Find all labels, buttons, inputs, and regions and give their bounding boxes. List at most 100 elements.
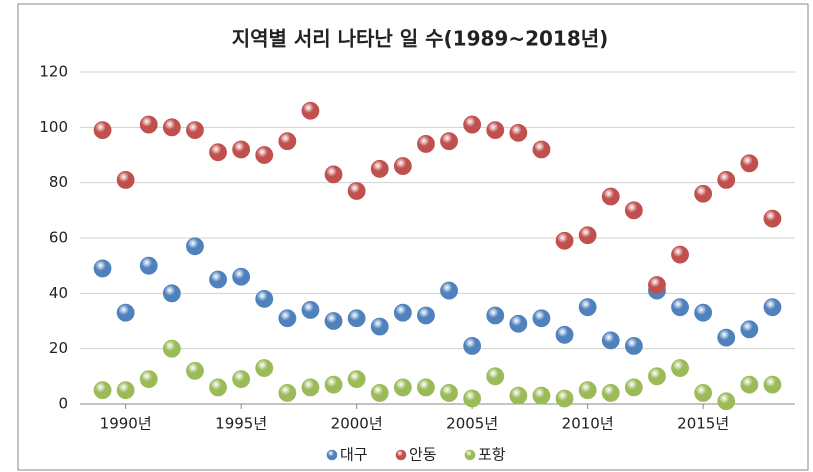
point (116, 381, 135, 400)
point (209, 143, 227, 162)
point (393, 378, 412, 397)
x-tick-label: 2005년 (446, 415, 498, 433)
x-tick-label: 2010년 (562, 415, 614, 433)
point (440, 132, 458, 151)
point (186, 121, 204, 140)
point (393, 157, 412, 175)
y-tick-label: 40 (49, 284, 68, 302)
legend-label: 대구 (340, 446, 368, 464)
point (555, 325, 574, 344)
x-tick-label: 2000년 (331, 415, 383, 433)
point (694, 303, 713, 322)
point (139, 256, 158, 275)
legend-marker (395, 449, 407, 461)
y-tick-label: 80 (49, 173, 68, 191)
point (347, 370, 366, 389)
point (578, 226, 597, 245)
point (278, 384, 297, 402)
point (555, 389, 574, 408)
point (93, 381, 112, 400)
point (162, 118, 181, 137)
point (694, 184, 713, 203)
point (370, 159, 389, 178)
point (763, 375, 782, 394)
y-tick-label: 60 (49, 229, 68, 247)
y-tick-label: 100 (39, 118, 68, 136)
point (578, 381, 597, 400)
point (671, 298, 689, 317)
point (93, 121, 112, 140)
point (486, 306, 505, 325)
point (671, 359, 689, 377)
point (624, 201, 643, 220)
point (624, 378, 643, 397)
point (417, 306, 435, 325)
point (393, 303, 412, 322)
point (601, 187, 620, 206)
point (717, 170, 736, 189)
point (301, 101, 320, 120)
point (671, 245, 689, 264)
point (255, 289, 274, 308)
point (232, 140, 251, 159)
point (509, 386, 528, 405)
point (232, 267, 251, 286)
point (116, 170, 135, 189)
point (278, 132, 297, 151)
point (601, 384, 620, 402)
point (301, 378, 320, 397)
point (301, 301, 320, 319)
point (139, 115, 158, 134)
point (694, 384, 713, 402)
x-tick-label: 1995년 (215, 415, 267, 433)
point (324, 312, 343, 330)
point (763, 209, 782, 228)
point (624, 336, 643, 355)
point (463, 389, 482, 408)
point (417, 135, 435, 153)
point (255, 359, 274, 377)
y-tick-label: 0 (58, 395, 68, 413)
point (763, 298, 782, 317)
point (509, 123, 528, 142)
legend-marker (326, 449, 338, 461)
chart-title: 지역별 서리 나타난 일 수(1989~2018년) (232, 27, 609, 51)
point (232, 370, 251, 389)
point (486, 121, 505, 140)
point (162, 339, 181, 358)
point (347, 182, 366, 200)
point (370, 317, 389, 336)
point (648, 367, 666, 386)
point (347, 309, 366, 328)
y-tick-label: 20 (49, 339, 68, 357)
point (116, 303, 135, 322)
point (209, 378, 227, 397)
point (717, 392, 736, 411)
point (532, 140, 551, 159)
point (463, 115, 482, 134)
point (509, 314, 528, 333)
chart-frame (17, 3, 809, 471)
point (324, 375, 343, 394)
point (255, 146, 274, 164)
point (578, 298, 597, 317)
point (440, 281, 458, 300)
x-tick-label: 1990년 (100, 415, 152, 433)
point (324, 165, 343, 184)
legend-label: 포항 (478, 446, 506, 464)
point (486, 367, 505, 386)
point (370, 384, 389, 402)
legend-label: 안동 (409, 446, 437, 464)
point (186, 361, 204, 380)
point (440, 384, 458, 402)
legend-marker (464, 449, 476, 461)
point (278, 309, 297, 328)
point (186, 237, 204, 256)
point (601, 331, 620, 350)
point (93, 259, 112, 278)
point (417, 378, 435, 397)
y-tick-label: 120 (39, 63, 68, 81)
point (162, 284, 181, 303)
point (740, 320, 759, 339)
